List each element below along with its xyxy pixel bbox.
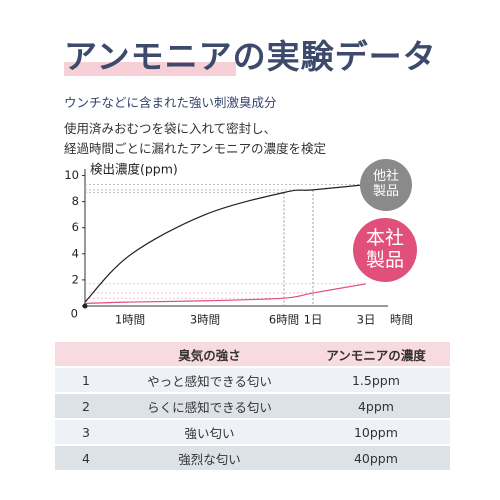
x-axis-label: 時間: [390, 313, 413, 327]
chart: 検出濃度(ppm) 時間 0 2 4 6 8 10 1時間 3時間 6時間 1日 3日: [64, 162, 413, 327]
y-tick-label: 10: [64, 168, 79, 182]
line-series: [84, 184, 367, 303]
description: 経過時間ごとに漏れたアンモニアの濃度を検定: [64, 141, 327, 156]
x-tick-label: 1日: [304, 313, 323, 327]
table-cell: 強い匂い: [117, 420, 302, 444]
table-cell: 1.5ppm: [301, 368, 450, 392]
table-row: 2 らくに感知できる匂い 4ppm: [55, 394, 450, 418]
description: 使用済みおむつを袋に入れて密封し、: [64, 121, 277, 136]
table-cell: 1: [55, 368, 117, 392]
y-tick-label: 8: [72, 194, 79, 208]
line-series: [84, 283, 367, 304]
x-tick-label: 1時間: [115, 313, 145, 327]
table-row: 4 強烈な匂い 40ppm: [55, 446, 450, 470]
table-cell: 4: [55, 446, 117, 470]
table-row: 3 強い匂い 10ppm: [55, 420, 450, 444]
x-tick-label: 3日: [357, 313, 376, 327]
y-tick-label: 0: [71, 307, 78, 321]
subtitle: ウンチなどに含まれた強い刺激臭成分: [64, 95, 277, 110]
table-cell: らくに感知できる匂い: [117, 394, 302, 418]
legend-entry: 本社製品: [353, 218, 417, 282]
y-tick-label: 2: [72, 272, 79, 286]
x-tick-label: 6時間: [269, 313, 299, 327]
x-tick-label: 3時間: [190, 313, 220, 327]
table-cell: 強烈な匂い: [117, 446, 302, 470]
table-header: アンモニアの濃度: [301, 342, 450, 366]
table-cell: 3: [55, 420, 117, 444]
title: アンモニアの実験データ: [64, 37, 437, 76]
title-highlight: [64, 62, 236, 76]
origin-dot: [82, 303, 88, 309]
table-cell: 4ppm: [301, 394, 450, 418]
y-axis-label: 検出濃度(ppm): [90, 162, 178, 177]
y-tick-label: 4: [72, 246, 79, 260]
y-tick-label: 6: [72, 220, 79, 234]
table-row: 1 やっと感知できる匂い 1.5ppm: [55, 368, 450, 392]
table-cell: やっと感知できる匂い: [117, 368, 302, 392]
table-cell: 2: [55, 394, 117, 418]
table-cell: 40ppm: [301, 446, 450, 470]
legend-entry: 他社製品: [360, 159, 412, 211]
table-header: 臭気の強さ: [117, 342, 302, 366]
table: 臭気の強さ アンモニアの濃度 1 やっと感知できる匂い 1.5ppm 2 らくに感知できる…: [55, 340, 450, 472]
table-cell: 10ppm: [301, 420, 450, 444]
